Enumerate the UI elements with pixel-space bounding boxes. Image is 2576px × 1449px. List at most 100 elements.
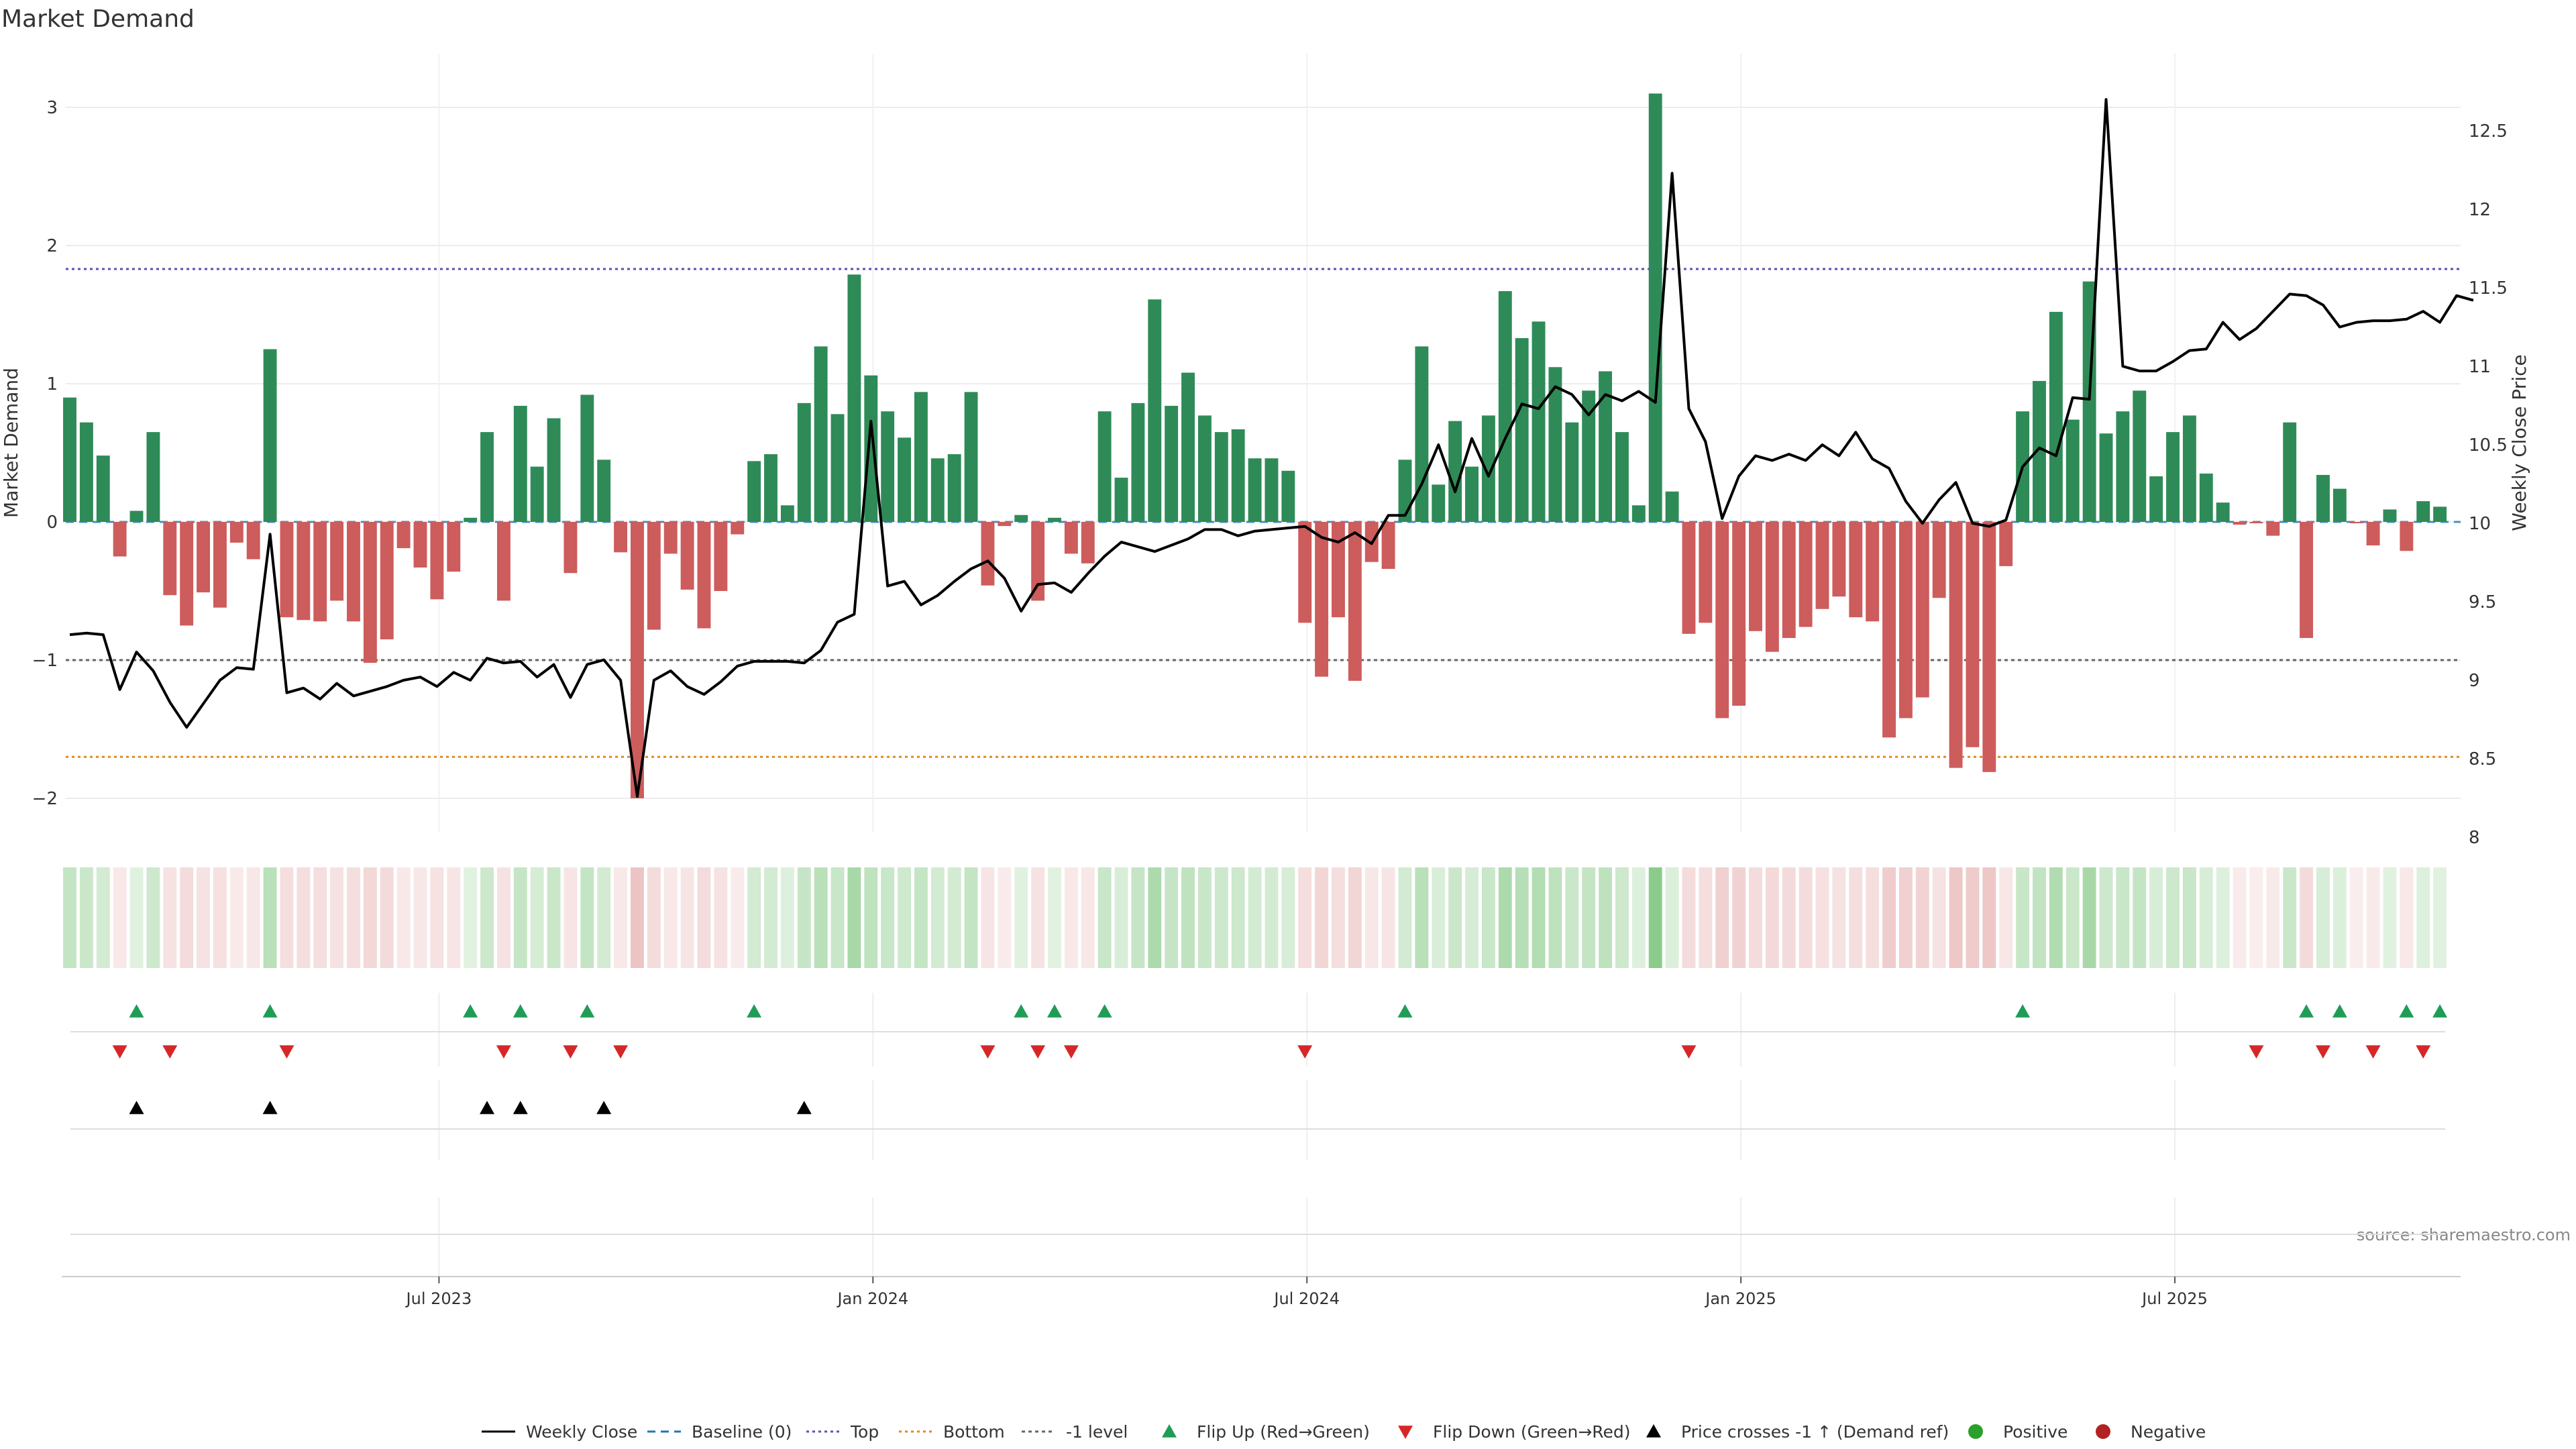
heat-cell [396,867,411,968]
demand-bar [647,522,661,630]
flip-up-marker [129,1004,144,1018]
demand-bar [881,411,895,522]
gridlines [66,54,2461,1278]
demand-bar [964,392,978,522]
demand-bar [363,522,377,663]
demand-bar [1265,458,1279,522]
y-tick-label: −2 [32,789,58,809]
flip-down-marker [613,1045,629,1059]
flip-down-marker [563,1045,578,1059]
heat-cell [2316,867,2330,968]
demand-bar [79,422,93,522]
flip-down-marker [1030,1045,1046,1059]
demand-bar [2049,311,2063,522]
demand-bar [1732,522,1746,706]
heat-cell [1197,867,1212,968]
demand-bar [2233,522,2247,525]
heat-cell [614,867,628,968]
flip-up-marker [2299,1004,2314,1018]
demand-bar [297,522,311,621]
demand-bar [1915,522,1929,698]
demand-bar [313,522,327,622]
y-tick-label: −1 [32,651,58,671]
demand-bar [1048,517,1061,522]
legend-label: Flip Up (Red→Green) [1197,1422,1370,1442]
demand-bar [714,522,728,591]
heat-cell [180,867,194,968]
demand-bar [263,349,277,522]
heat-cell [547,867,561,968]
signal-markers [70,1004,2448,1235]
demand-bar [396,522,411,549]
demand-bar [1799,522,1813,627]
heat-cell [1749,867,1762,968]
demand-bar [229,522,244,543]
demand-bar [1281,470,1295,522]
demand-bar [1532,321,1546,522]
y2-tick-label: 12 [2469,200,2491,220]
heat-cell [363,867,377,968]
heat-cell [1081,867,1095,968]
heat-cell [1999,867,2013,968]
demand-bar [1498,290,1512,522]
flip-up-marker [1014,1004,1029,1018]
heat-cell [1982,867,1996,968]
y2-tick-label: 10 [2469,514,2491,534]
legend-label: Weekly Close [526,1422,637,1442]
demand-bar [1999,522,2013,566]
heat-cell [2383,867,2397,968]
demand-bar [1548,367,1562,522]
heat-cell [1432,867,1446,968]
demand-bar [1582,390,1596,522]
demand-bar [1898,522,1913,718]
demand-bar [2065,419,2080,522]
legend-item: Flip Down (Green→Red) [1398,1422,1631,1442]
heat-cell [297,867,311,968]
heat-cell [580,867,594,968]
demand-bar [447,522,461,572]
demand-heat-strip [63,867,2447,968]
heat-cell [697,867,711,968]
heat-cell [2366,867,2380,968]
heat-cell [2116,867,2130,968]
demand-bar [2249,522,2263,524]
heat-cell [847,867,861,968]
demand-bar [1849,522,1863,618]
demand-bar [1599,371,1613,522]
heat-cell [2433,867,2447,968]
flip-up-marker [2432,1004,2448,1018]
demand-bar [2332,488,2347,522]
flip-up-marker [262,1004,278,1018]
heat-cell [1682,867,1696,968]
y-tick-label: 1 [46,374,58,394]
y-tick-label: 3 [46,98,58,118]
legend-symbol-negative [2096,1424,2110,1439]
legend-item: Positive [1968,1422,2068,1442]
demand-bar [2266,522,2280,536]
demand-bar [197,522,211,593]
heat-cell [680,867,694,968]
demand-bar [1064,522,1078,554]
heat-cell [1832,867,1846,968]
heat-cell [1631,867,1646,968]
demand-bar [330,522,344,601]
heat-cell [1315,867,1329,968]
heat-cell [1949,867,1963,968]
heat-cell [79,867,93,968]
heat-cell [731,867,745,968]
y-axis-label: Market Demand [0,368,22,518]
demand-bar [2033,380,2046,522]
demand-bar [380,522,394,640]
heat-cell [864,867,878,968]
heat-cell [981,867,995,968]
flip-up-marker [580,1004,595,1018]
flip-up-marker [1397,1004,1413,1018]
heat-cell [1966,867,1980,968]
heat-cell [96,867,110,968]
heat-cell [1248,867,1262,968]
price-cross-marker [262,1101,278,1114]
demand-bar [246,522,260,559]
demand-bar [2116,411,2130,522]
legend-label: Flip Down (Green→Red) [1433,1422,1631,1442]
flip-down-marker [2416,1045,2431,1059]
